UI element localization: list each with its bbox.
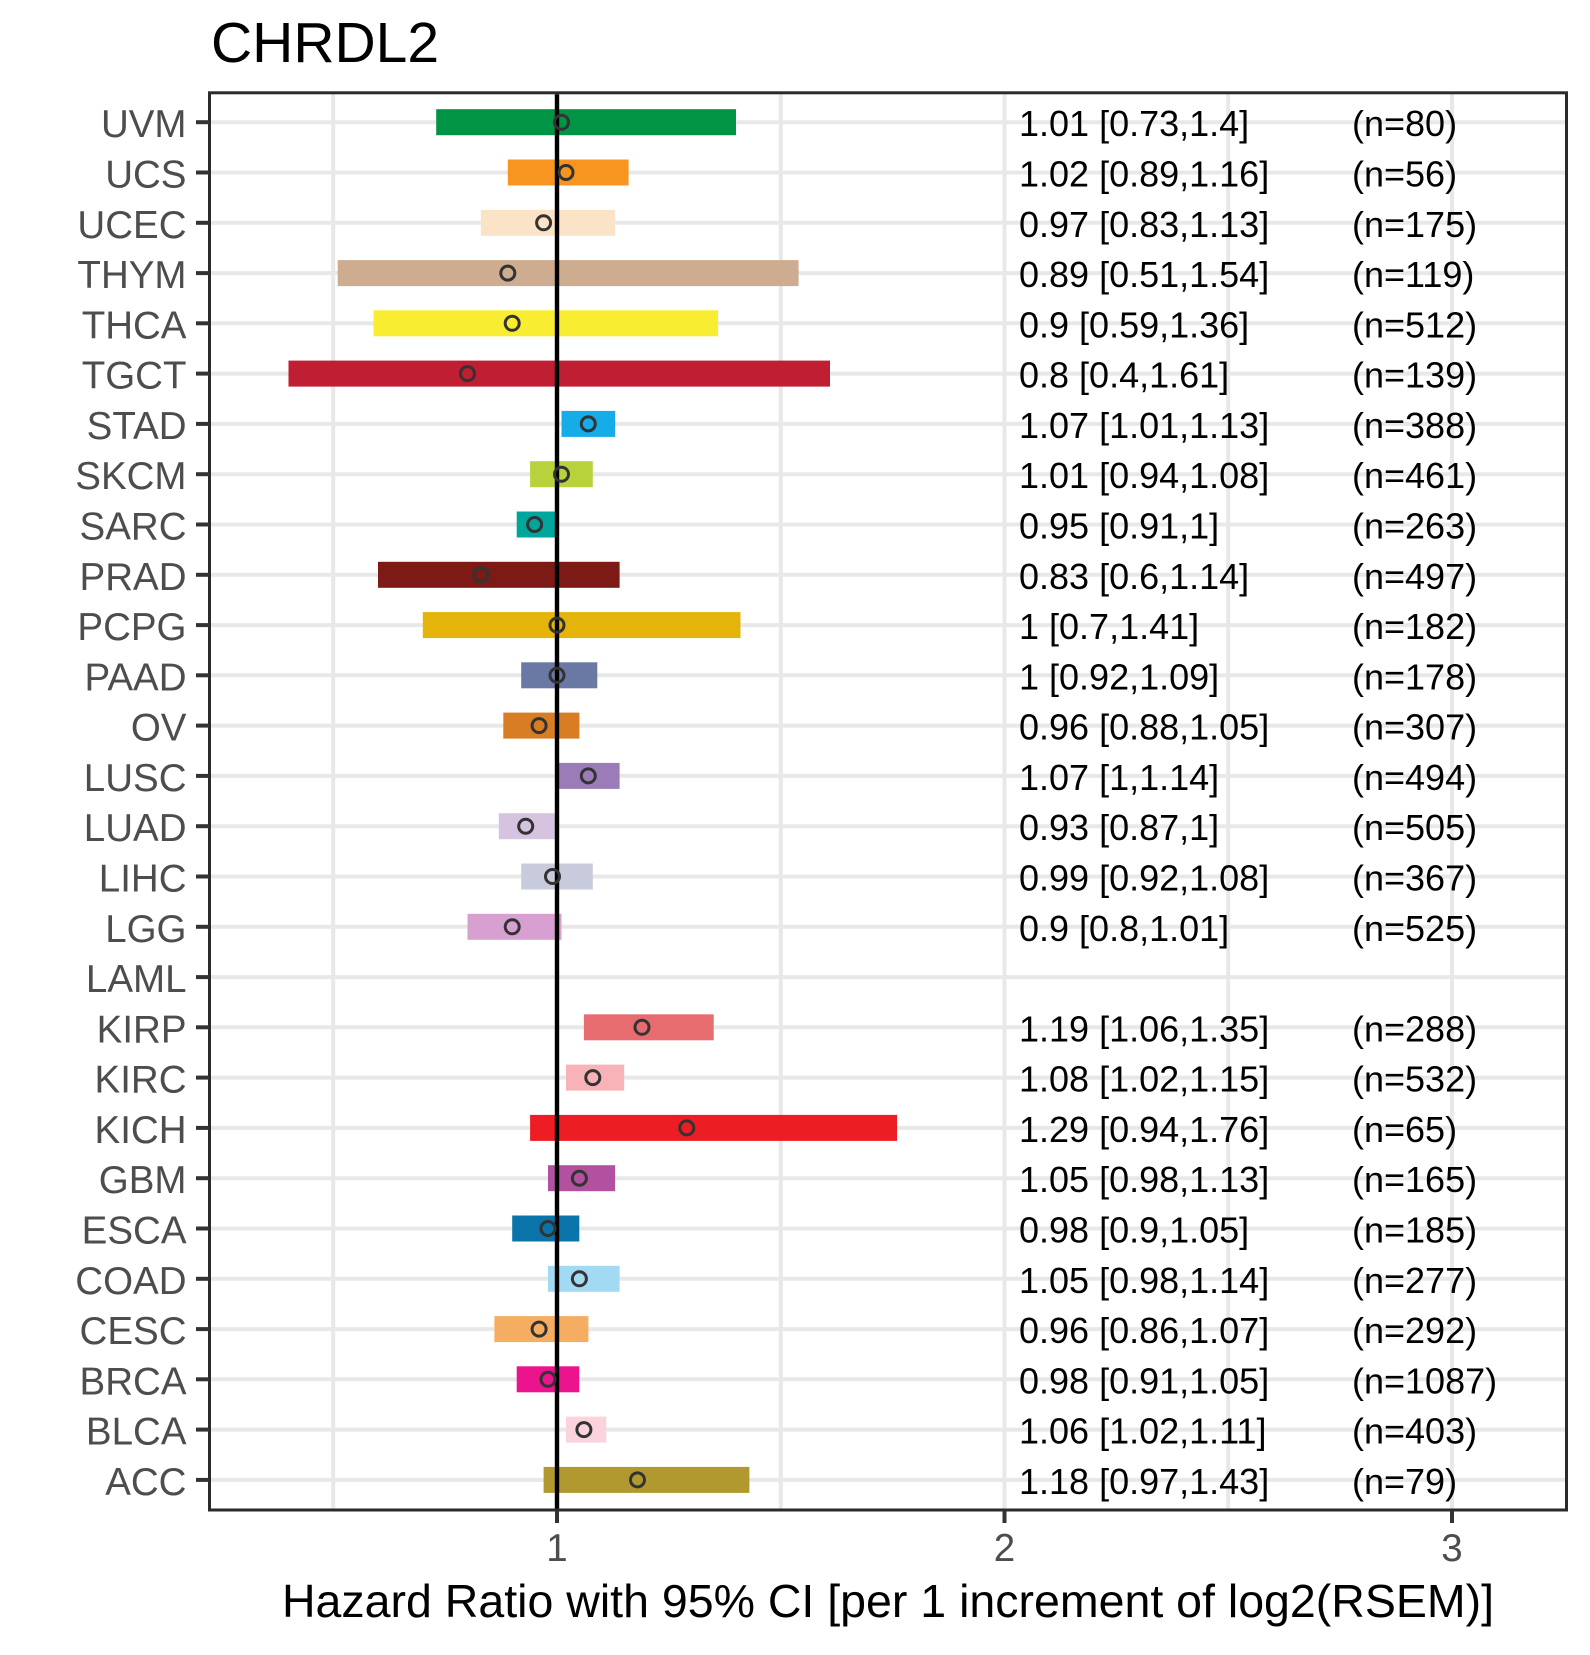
svg-text:1.08 [1.02,1.15]: 1.08 [1.02,1.15]: [1019, 1059, 1269, 1100]
svg-text:1 [0.92,1.09]: 1 [0.92,1.09]: [1019, 656, 1219, 697]
svg-text:SKCM: SKCM: [75, 455, 186, 498]
svg-text:KIRC: KIRC: [95, 1059, 187, 1102]
svg-text:BLCA: BLCA: [86, 1411, 187, 1454]
svg-text:(n=139): (n=139): [1352, 355, 1477, 396]
svg-text:TGCT: TGCT: [82, 355, 187, 398]
svg-text:(n=277): (n=277): [1352, 1260, 1477, 1301]
svg-text:1.05 [0.98,1.13]: 1.05 [0.98,1.13]: [1019, 1159, 1269, 1200]
svg-text:(n=1087): (n=1087): [1352, 1360, 1497, 1401]
svg-text:Hazard Ratio with 95% CI [per: Hazard Ratio with 95% CI [per 1 incremen…: [282, 1575, 1494, 1627]
svg-text:(n=388): (n=388): [1352, 405, 1477, 446]
svg-text:(n=532): (n=532): [1352, 1059, 1477, 1100]
svg-text:KIRP: KIRP: [97, 1008, 187, 1051]
svg-text:LIHC: LIHC: [99, 858, 187, 901]
svg-text:UCS: UCS: [105, 154, 186, 197]
svg-text:1 [0.7,1.41]: 1 [0.7,1.41]: [1019, 606, 1199, 647]
svg-text:0.95 [0.91,1]: 0.95 [0.91,1]: [1019, 506, 1219, 547]
svg-text:(n=367): (n=367): [1352, 858, 1477, 899]
svg-text:(n=292): (n=292): [1352, 1310, 1477, 1351]
svg-text:1.19 [1.06,1.35]: 1.19 [1.06,1.35]: [1019, 1008, 1269, 1049]
svg-text:UVM: UVM: [101, 103, 187, 146]
svg-text:GBM: GBM: [99, 1159, 187, 1202]
svg-text:LUAD: LUAD: [84, 807, 187, 850]
svg-text:0.8 [0.4,1.61]: 0.8 [0.4,1.61]: [1019, 355, 1229, 396]
svg-text:0.83 [0.6,1.14]: 0.83 [0.6,1.14]: [1019, 556, 1249, 597]
svg-text:(n=165): (n=165): [1352, 1159, 1477, 1200]
svg-text:PAAD: PAAD: [85, 656, 187, 699]
svg-text:2: 2: [994, 1527, 1015, 1570]
svg-text:(n=497): (n=497): [1352, 556, 1477, 597]
svg-text:PCPG: PCPG: [77, 606, 186, 649]
svg-text:0.89 [0.51,1.54]: 0.89 [0.51,1.54]: [1019, 254, 1269, 295]
svg-text:0.97 [0.83,1.13]: 0.97 [0.83,1.13]: [1019, 204, 1269, 245]
svg-text:(n=178): (n=178): [1352, 656, 1477, 697]
svg-text:0.98 [0.9,1.05]: 0.98 [0.9,1.05]: [1019, 1210, 1249, 1251]
svg-text:1.02 [0.89,1.16]: 1.02 [0.89,1.16]: [1019, 154, 1269, 195]
svg-text:(n=494): (n=494): [1352, 757, 1477, 798]
svg-text:(n=185): (n=185): [1352, 1210, 1477, 1251]
svg-text:(n=263): (n=263): [1352, 506, 1477, 547]
svg-text:(n=403): (n=403): [1352, 1411, 1477, 1452]
svg-text:1.06 [1.02,1.11]: 1.06 [1.02,1.11]: [1019, 1411, 1267, 1452]
svg-text:0.96 [0.88,1.05]: 0.96 [0.88,1.05]: [1019, 707, 1269, 748]
svg-text:LGG: LGG: [105, 908, 186, 951]
svg-text:0.99 [0.92,1.08]: 0.99 [0.92,1.08]: [1019, 858, 1269, 899]
svg-text:SARC: SARC: [80, 506, 187, 549]
svg-text:1.07 [1.01,1.13]: 1.07 [1.01,1.13]: [1019, 405, 1269, 446]
svg-text:PRAD: PRAD: [80, 556, 187, 599]
svg-text:UCEC: UCEC: [77, 204, 186, 247]
svg-text:CESC: CESC: [80, 1310, 187, 1353]
svg-text:CHRDL2: CHRDL2: [211, 11, 439, 75]
svg-text:3: 3: [1441, 1527, 1462, 1570]
svg-text:THYM: THYM: [77, 254, 186, 297]
svg-text:(n=79): (n=79): [1352, 1461, 1457, 1502]
svg-text:1.07 [1,1.14]: 1.07 [1,1.14]: [1019, 757, 1219, 798]
svg-text:(n=65): (n=65): [1352, 1109, 1457, 1150]
svg-text:(n=288): (n=288): [1352, 1008, 1477, 1049]
svg-text:0.9 [0.59,1.36]: 0.9 [0.59,1.36]: [1019, 304, 1249, 345]
svg-text:0.96 [0.86,1.07]: 0.96 [0.86,1.07]: [1019, 1310, 1269, 1351]
svg-text:STAD: STAD: [87, 405, 187, 448]
svg-text:0.93 [0.87,1]: 0.93 [0.87,1]: [1019, 807, 1219, 848]
svg-text:ESCA: ESCA: [82, 1210, 187, 1253]
svg-text:(n=505): (n=505): [1352, 807, 1477, 848]
svg-text:(n=175): (n=175): [1352, 204, 1477, 245]
svg-text:1.29 [0.94,1.76]: 1.29 [0.94,1.76]: [1019, 1109, 1269, 1150]
svg-text:(n=307): (n=307): [1352, 707, 1477, 748]
svg-text:COAD: COAD: [75, 1260, 186, 1303]
svg-text:(n=119): (n=119): [1352, 254, 1474, 295]
svg-text:(n=182): (n=182): [1352, 606, 1477, 647]
svg-text:(n=80): (n=80): [1352, 103, 1457, 144]
svg-text:THCA: THCA: [82, 304, 187, 347]
svg-text:(n=56): (n=56): [1352, 154, 1457, 195]
svg-text:LUSC: LUSC: [84, 757, 187, 800]
svg-text:1: 1: [546, 1527, 567, 1570]
svg-text:1.05 [0.98,1.14]: 1.05 [0.98,1.14]: [1019, 1260, 1269, 1301]
svg-text:1.18 [0.97,1.43]: 1.18 [0.97,1.43]: [1019, 1461, 1269, 1502]
svg-text:BRCA: BRCA: [80, 1360, 187, 1403]
svg-text:1.01 [0.94,1.08]: 1.01 [0.94,1.08]: [1019, 455, 1269, 496]
svg-text:(n=461): (n=461): [1352, 455, 1477, 496]
svg-text:LAML: LAML: [86, 958, 187, 1001]
svg-text:(n=525): (n=525): [1352, 908, 1477, 949]
svg-text:0.9 [0.8,1.01]: 0.9 [0.8,1.01]: [1019, 908, 1229, 949]
svg-text:KICH: KICH: [95, 1109, 187, 1152]
svg-text:OV: OV: [131, 707, 187, 750]
svg-text:1.01 [0.73,1.4]: 1.01 [0.73,1.4]: [1019, 103, 1249, 144]
svg-text:(n=512): (n=512): [1352, 304, 1477, 345]
svg-text:ACC: ACC: [105, 1461, 186, 1504]
svg-text:0.98 [0.91,1.05]: 0.98 [0.91,1.05]: [1019, 1360, 1269, 1401]
